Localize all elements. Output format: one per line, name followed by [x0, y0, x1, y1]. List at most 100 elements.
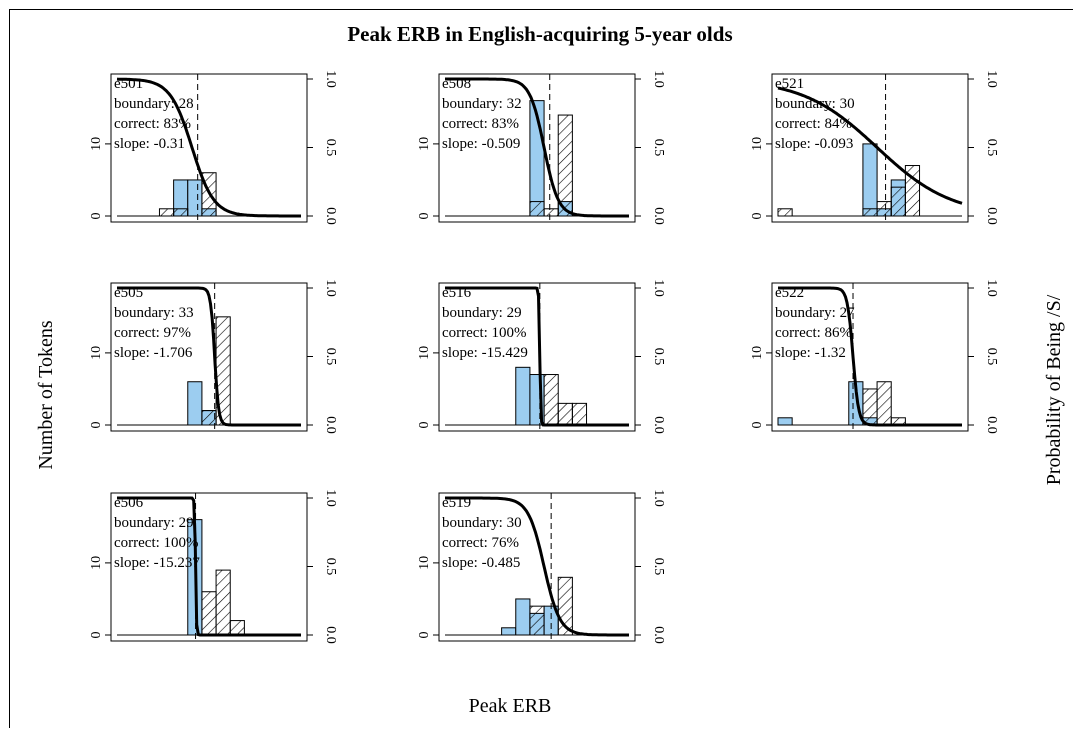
bar-hatched: [890, 186, 906, 217]
slope-label: slope: -0.485: [442, 555, 520, 571]
panel-e516: 0 10 0.0 0.5 1.0 e516 boundary: 29 correct: 100…: [417, 279, 666, 434]
bar-hatched: [201, 591, 217, 636]
panel-e501: 0 10 0.0 0.5 1.0 e501 boundary: 28 correct: 83%…: [89, 70, 338, 225]
right-tick-label: 0.5: [984, 348, 999, 366]
right-tick-label: 1.0: [984, 279, 999, 297]
probability-curve: [778, 286, 962, 427]
bar-hatched: [158, 208, 175, 217]
panel-e519: 0 10 0.0 0.5 1.0 e519 boundary: 30 correct: 76%…: [417, 489, 666, 644]
right-tick-label: 0.0: [323, 626, 338, 644]
correct-label: correct: 76%: [442, 535, 519, 551]
left-tick-label: 10: [750, 137, 765, 151]
panel-id-label: e505: [114, 285, 143, 301]
bar-blue: [501, 627, 517, 636]
correct-label: correct: 84%: [775, 116, 852, 132]
slope-label: slope: -0.093: [775, 136, 853, 152]
right-tick-label: 0.5: [651, 139, 666, 157]
boundary-label: boundary: 30: [442, 515, 522, 531]
bar-hatched: [543, 208, 559, 217]
panel-id-label: e501: [114, 76, 143, 92]
bar-hatched: [876, 381, 892, 426]
left-tick-label: 10: [89, 346, 104, 360]
panel-e521: 0 10 0.0 0.5 1.0 e521 boundary: 30 correct: 84%…: [750, 70, 999, 225]
left-tick-label: 0: [417, 422, 432, 429]
left-tick-label: 10: [89, 137, 104, 151]
left-tick-label: 0: [750, 213, 765, 220]
boundary-label: boundary: 29: [442, 305, 522, 321]
right-tick-label: 0.0: [651, 626, 666, 644]
left-tick-label: 10: [417, 556, 432, 570]
panel-e506: 0 10 0.0 0.5 1.0 e506 boundary: 29 correct: 100…: [89, 489, 338, 644]
bar-hatched: [862, 388, 878, 426]
right-tick-label: 0.0: [323, 207, 338, 225]
bar-hatched: [529, 201, 545, 217]
bar-hatched: [876, 201, 892, 217]
bar-hatched: [777, 208, 793, 217]
left-tick-label: 0: [89, 422, 104, 429]
right-tick-label: 0.0: [323, 416, 338, 434]
figure-frame: [9, 9, 1073, 728]
slope-label: slope: -1.32: [775, 345, 846, 361]
right-tick-label: 0.0: [984, 416, 999, 434]
right-tick-label: 1.0: [323, 489, 338, 507]
left-tick-label: 0: [89, 213, 104, 220]
correct-label: correct: 100%: [114, 535, 199, 551]
bar-hatched: [215, 569, 231, 636]
bar-hatched: [529, 605, 545, 636]
bar-hatched: [229, 620, 245, 636]
bar-hatched: [557, 114, 573, 217]
probability-curve: [445, 496, 629, 637]
chart-title: Peak ERB in English-acquiring 5-year old…: [347, 22, 732, 46]
right-tick-label: 1.0: [651, 70, 666, 88]
left-tick-label: 0: [89, 632, 104, 639]
left-tick-label: 0: [750, 422, 765, 429]
boundary-label: boundary: 29: [114, 515, 194, 531]
bar-hatched: [571, 402, 588, 426]
slope-label: slope: -15.237: [114, 555, 200, 571]
correct-label: correct: 97%: [114, 325, 191, 341]
panel-id-label: e522: [775, 285, 804, 301]
correct-label: correct: 83%: [442, 116, 519, 132]
panels-group: 0 10 0.0 0.5 1.0 e501 boundary: 28 correct: 83%…: [89, 70, 999, 644]
right-tick-label: 1.0: [651, 489, 666, 507]
boundary-label: boundary: 27: [775, 305, 855, 321]
panel-id-label: e516: [442, 285, 472, 301]
probability-curve: [116, 77, 301, 218]
y-axis-label-left: Number of Tokens: [35, 320, 57, 470]
boundary-label: boundary: 30: [775, 96, 855, 112]
boundary-label: boundary: 28: [114, 96, 194, 112]
bar-hatched: [862, 208, 878, 217]
panel-e505: 0 10 0.0 0.5 1.0 e505 boundary: 33 correct: 97%…: [89, 279, 338, 434]
bar-hatched: [904, 165, 921, 217]
bar-blue: [187, 179, 203, 217]
right-tick-label: 0.0: [984, 207, 999, 225]
left-tick-label: 10: [89, 556, 104, 570]
boundary-label: boundary: 33: [114, 305, 194, 321]
bar-blue: [187, 381, 203, 426]
bar-hatched: [173, 208, 189, 217]
right-tick-label: 1.0: [984, 70, 999, 88]
right-tick-label: 0.5: [651, 348, 666, 366]
probability-curve: [445, 77, 629, 218]
bar-hatched: [557, 402, 573, 426]
panel-e522: 0 10 0.0 0.5 1.0 e522 boundary: 27 correct: 86%…: [750, 279, 999, 434]
slope-label: slope: -1.706: [114, 345, 193, 361]
panel-id-label: e508: [442, 76, 471, 92]
left-tick-label: 10: [417, 137, 432, 151]
probability-curve: [117, 496, 301, 637]
right-tick-label: 1.0: [323, 279, 338, 297]
right-tick-label: 0.5: [984, 139, 999, 157]
bar-blue: [862, 143, 878, 217]
slope-label: slope: -0.509: [442, 136, 520, 152]
panel-e508: 0 10 0.0 0.5 1.0 e508 boundary: 32 correct: 83%…: [417, 70, 666, 225]
bar-blue: [777, 417, 793, 426]
right-tick-label: 0.5: [323, 348, 338, 366]
probability-curve: [117, 286, 301, 427]
right-tick-label: 0.5: [651, 558, 666, 576]
bar-hatched: [201, 410, 217, 426]
right-tick-label: 1.0: [651, 279, 666, 297]
x-axis-label: Peak ERB: [469, 695, 552, 717]
probability-curve: [445, 286, 629, 427]
slope-label: slope: -0.31: [114, 136, 185, 152]
bar-blue: [515, 598, 531, 636]
